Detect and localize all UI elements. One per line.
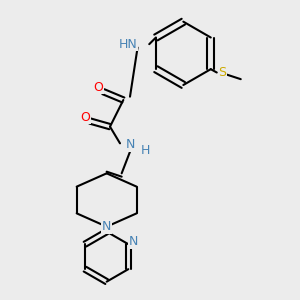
Text: O: O: [80, 111, 90, 124]
Text: N: N: [125, 139, 135, 152]
Text: HN: HN: [119, 38, 138, 51]
Text: N: N: [129, 235, 138, 248]
Text: O: O: [93, 81, 103, 94]
Text: S: S: [218, 66, 226, 79]
Text: H: H: [140, 143, 150, 157]
Text: N: N: [102, 220, 111, 233]
